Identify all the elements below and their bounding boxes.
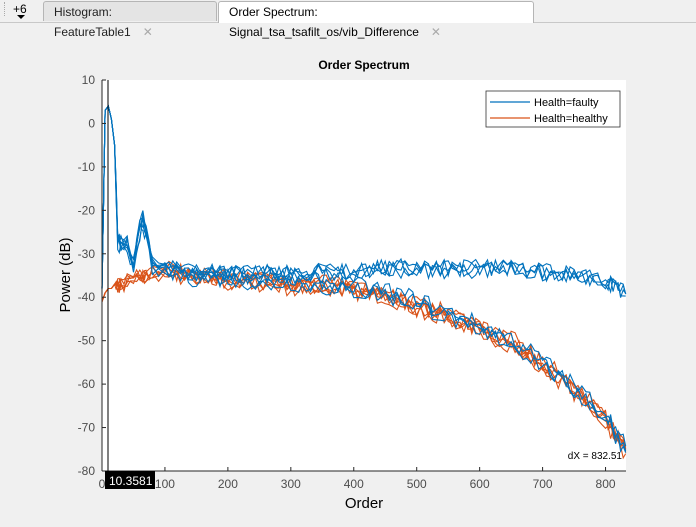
y-tick-label: -40 — [78, 290, 96, 304]
delta-readout: dX = 832.51 — [568, 451, 623, 462]
tab-label: Histogram: FeatureTable1 — [54, 5, 131, 39]
cursor-x-readout: 10.3581 — [109, 474, 153, 488]
series-line-health-faulty — [101, 104, 627, 454]
y-tick-label: -60 — [78, 377, 96, 391]
tab-bar: +6 Histogram: FeatureTable1 ✕ Order Spect… — [0, 0, 696, 39]
x-tick-label: 200 — [218, 477, 238, 491]
x-tick-label: 0 — [99, 477, 106, 491]
x-tick-label: 600 — [470, 477, 490, 491]
legend-label-faulty: Health=faulty — [534, 97, 599, 109]
series-line-health-faulty — [101, 104, 627, 295]
series-line-health-faulty — [101, 104, 627, 447]
tab-label: Order Spectrum: Signal_tsa_tsafilt_os/vi… — [229, 5, 419, 39]
chevron-down-icon — [17, 15, 25, 19]
x-tick-label: 100 — [155, 477, 175, 491]
y-tick-label: 0 — [88, 116, 95, 130]
y-tick-label: -70 — [78, 421, 96, 435]
x-tick-label: 500 — [407, 477, 427, 491]
tab-order-spectrum[interactable]: Order Spectrum: Signal_tsa_tsafilt_os/vi… — [218, 1, 534, 39]
x-tick-label: 700 — [533, 477, 553, 491]
y-tick-label: -10 — [78, 160, 96, 174]
x-tick-label: 300 — [281, 477, 301, 491]
overflow-count: +6 — [13, 2, 27, 16]
series-line-health-faulty — [101, 104, 626, 297]
plot-area — [102, 80, 626, 471]
cursor-label-bg — [105, 471, 155, 489]
legend-label-healthy: Health=healthy — [534, 113, 608, 125]
y-tick-label: -30 — [78, 247, 96, 261]
x-axis-label: Order — [345, 495, 383, 512]
y-tick-label: -20 — [78, 203, 96, 217]
tab-histogram[interactable]: Histogram: FeatureTable1 ✕ — [43, 1, 217, 39]
chart-title: Order Spectrum — [318, 58, 409, 72]
series-line-health-faulty — [101, 104, 627, 298]
y-tick-label: 10 — [82, 73, 96, 87]
y-tick-label: -80 — [78, 464, 96, 478]
close-icon[interactable]: ✕ — [142, 25, 153, 39]
y-axis-label: Power (dB) — [57, 237, 74, 312]
x-tick-label: 800 — [596, 477, 616, 491]
tab-overflow-button[interactable]: +6 — [4, 2, 27, 19]
y-tick-label: -50 — [78, 334, 96, 348]
x-tick-label: 400 — [344, 477, 364, 491]
legend[interactable]: Health=faulty Health=healthy — [485, 90, 621, 128]
close-icon[interactable]: ✕ — [430, 25, 441, 39]
